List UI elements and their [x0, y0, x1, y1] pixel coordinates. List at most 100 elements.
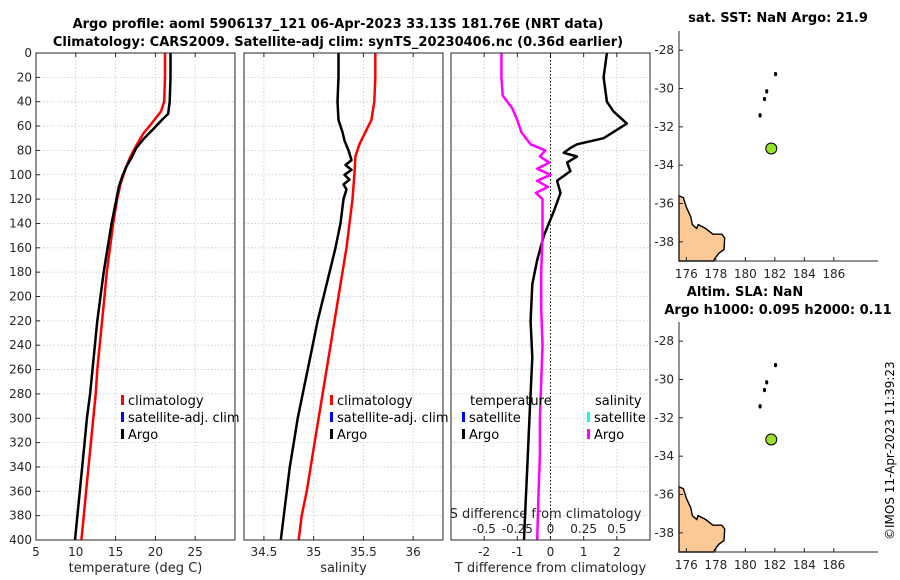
y-tick-label: 340: [9, 460, 32, 474]
temperature-diff-legend-argo-swatch: [462, 429, 465, 439]
x2-tick-label: -0.25: [502, 522, 533, 536]
salinity-axes-box: [243, 52, 444, 541]
salinity-legend-1-label: satellite-adj. clim: [337, 411, 449, 426]
map-y-tick-label: -34: [654, 449, 674, 463]
y-tick-label: 300: [9, 411, 32, 425]
map-y-tick-label: -32: [654, 120, 674, 134]
y-tick-label: 60: [17, 119, 32, 133]
map-x-tick-label: 186: [822, 558, 845, 572]
temperature-legend-1-label: satellite-adj. clim: [128, 411, 240, 426]
map-background: [679, 322, 878, 552]
y-tick-label: 380: [9, 509, 32, 523]
map-x-tick-label: 178: [704, 267, 727, 281]
x2-tick-label: -0.5: [472, 522, 495, 536]
map-x-tick-label: 178: [704, 558, 727, 572]
map-x-tick-label: 182: [763, 558, 786, 572]
map-x-tick-label: 176: [675, 558, 698, 572]
difference-axes-box: [450, 52, 651, 541]
temperature-legend-2-swatch: [121, 429, 124, 439]
salinity-diff-legend-satellite-label: satellite: [594, 411, 646, 426]
map-y-tick-label: -32: [654, 411, 674, 425]
figure-title-line1: Argo profile: aoml 5906137_121 06-Apr-20…: [73, 17, 604, 32]
y-tick-label: 20: [17, 70, 32, 84]
y-tick-label: 120: [9, 192, 32, 206]
map-x-tick-label: 176: [675, 267, 698, 281]
y-tick-label: 180: [9, 265, 32, 279]
x-tick-label: 35: [306, 545, 321, 559]
map-y-tick-label: -36: [654, 488, 674, 502]
x-tick-label: -2: [478, 545, 490, 559]
y-tick-label: 0: [24, 46, 32, 60]
salinity-diff-legend-argo-swatch: [587, 429, 590, 439]
temperature-legend-2-label: Argo: [128, 428, 158, 443]
sla-map-panel: 176 178 180 182 184 186 -28 -30 -32 -34 -36 -38: [654, 322, 878, 572]
temperature-argo-line: [73, 53, 172, 541]
map-x-tick-label: 182: [763, 267, 786, 281]
new-zealand-coastline: [678, 194, 726, 262]
y-tick-label: 100: [9, 168, 32, 182]
kermadec-island: [773, 71, 778, 77]
salinity-profile-panel: 34.5 35 35.5 36 salinity climatology satellite…: [243, 52, 449, 576]
temperature-diff-legend-satellite-label: satellite: [469, 411, 521, 426]
x-axis-label: T difference from climatology: [454, 561, 647, 576]
sla-map-title-line1: Altim. SLA: NaN: [687, 285, 803, 300]
x-tick-label: 25: [188, 545, 203, 559]
temperature-diff-legend-satellite-swatch: [462, 412, 465, 422]
temperature-profile-panel: 5 10 15 20 25 0 20 40 60 80 100 120 140 160 180 200 220 2…: [9, 46, 240, 576]
x2-tick-label: 0: [547, 522, 555, 536]
kermadec-island: [765, 89, 769, 94]
y-tick-label: 140: [9, 216, 32, 230]
salinity-legend-2-label: Argo: [337, 428, 367, 443]
x-tick-label: 1: [580, 545, 588, 559]
salinity-difference-argo-line: [500, 53, 552, 541]
map-x-tick-label: 180: [734, 267, 757, 281]
x-tick-label: 20: [148, 545, 163, 559]
y-tick-label: 240: [9, 338, 32, 352]
kermadec-island: [773, 362, 778, 368]
temperature-diff-legend-title: temperature: [470, 394, 552, 409]
x-axis-label: salinity: [320, 561, 367, 576]
map-x-tick-label: 186: [822, 267, 845, 281]
kermadec-island: [762, 96, 767, 102]
y-tick-label: 160: [9, 241, 32, 255]
x-tick-label: 5: [32, 545, 40, 559]
y-tick-label: 260: [9, 363, 32, 377]
x-axis-label: temperature (deg C): [69, 561, 203, 576]
temperature-diff-legend-argo-label: Argo: [469, 428, 499, 443]
y-tick-label: 280: [9, 387, 32, 401]
salinity-diff-legend-satellite-swatch: [587, 412, 590, 422]
x2-tick-label: 0.5: [607, 522, 626, 536]
x-tick-label: 10: [68, 545, 83, 559]
y-tick-label: 360: [9, 484, 32, 498]
sst-map-title: sat. SST: NaN Argo: 21.9: [688, 11, 868, 26]
temperature-climatology-line: [80, 53, 167, 541]
map-x-tick-label: 184: [793, 558, 816, 572]
map-y-tick-label: -30: [654, 373, 674, 387]
argo-float-location-marker: [765, 142, 778, 155]
x2-axis-label: S difference from climatology: [450, 507, 642, 522]
temperature-legend-0-label: climatology: [128, 394, 204, 409]
x-tick-label: 15: [108, 545, 123, 559]
y-tick-label: 40: [17, 95, 32, 109]
salinity-legend-0-swatch: [330, 395, 333, 405]
temperature-legend-0-swatch: [121, 395, 124, 405]
kermadec-island: [758, 404, 762, 409]
map-y-tick-label: -36: [654, 197, 674, 211]
map-x-tick-label: 180: [734, 558, 757, 572]
x-tick-label: -1: [511, 545, 523, 559]
temperature-difference-argo-line: [522, 52, 629, 541]
y-tick-label: 80: [17, 143, 32, 157]
figure-title-line2: Climatology: CARS2009. Satellite-adj cli…: [53, 35, 623, 50]
salinity-diff-legend-argo-label: Argo: [594, 428, 624, 443]
difference-profile-panel: -2 -1 0 1 2 T difference from climatology -0.5…: [450, 52, 651, 576]
map-y-tick-label: -38: [654, 526, 674, 540]
map-y-tick-label: -34: [654, 158, 674, 172]
y-tick-label: 400: [9, 533, 32, 547]
y-tick-label: 320: [9, 436, 32, 450]
salinity-climatology-line: [297, 53, 377, 541]
sla-map-title-line2: Argo h1000: 0.095 h2000: 0.11: [664, 303, 891, 318]
argo-float-location-marker: [765, 433, 778, 446]
x-tick-label: 0: [547, 545, 555, 559]
kermadec-island: [762, 387, 767, 393]
